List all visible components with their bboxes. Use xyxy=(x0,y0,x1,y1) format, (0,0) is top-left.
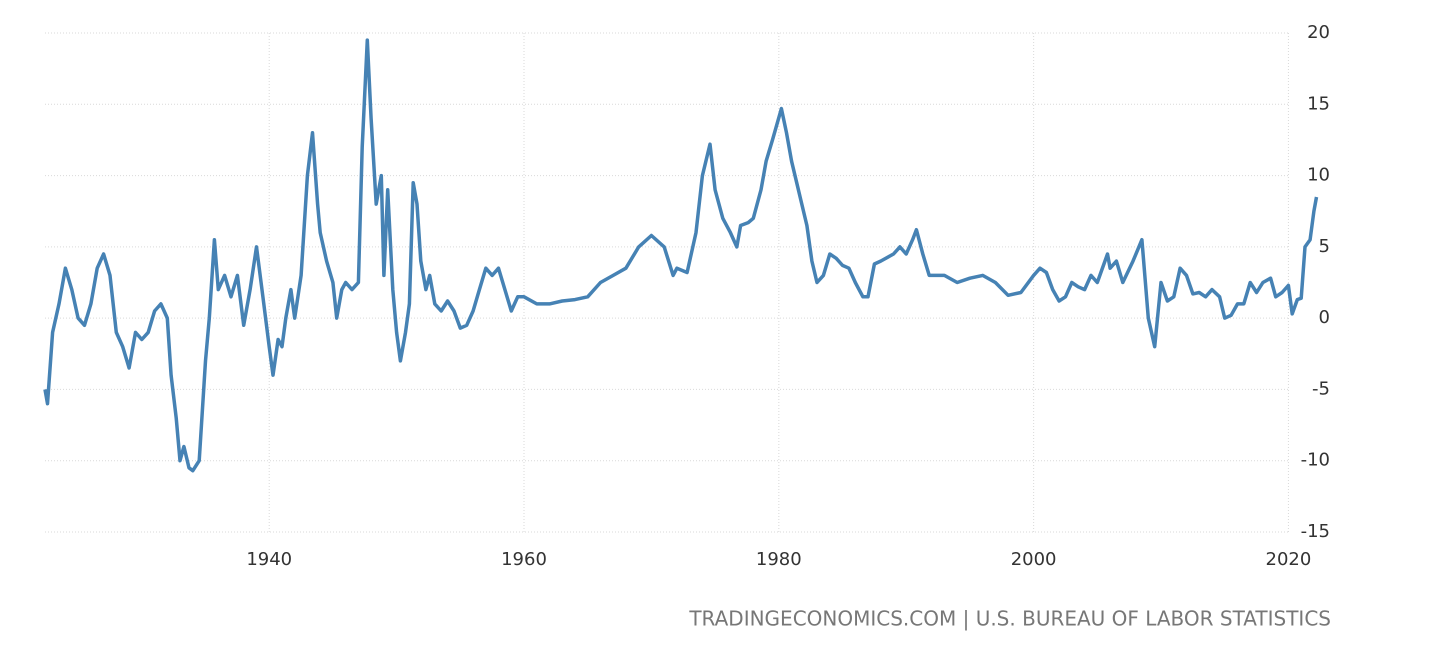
series-line xyxy=(43,38,1319,473)
x-tick-label: 1980 xyxy=(756,549,802,570)
y-tick-label: 20 xyxy=(1307,22,1330,43)
y-tick-label: -10 xyxy=(1301,450,1330,471)
source: TRADINGECONOMICS.COM | U.S. BUREAU OF LA… xyxy=(688,607,1331,631)
x-tick-label: 1960 xyxy=(501,549,547,570)
y-tick-label: -15 xyxy=(1301,521,1330,542)
x-tick-label: 2000 xyxy=(1011,549,1057,570)
y-tick-label: -5 xyxy=(1312,378,1330,399)
y-tick-label: 5 xyxy=(1319,236,1330,257)
x-tick-label: 1940 xyxy=(246,549,292,570)
x-tick-label: 2020 xyxy=(1266,549,1312,570)
y-tick-label: 10 xyxy=(1307,165,1330,186)
y-tick-label: 0 xyxy=(1319,307,1330,328)
y-tick-label: 15 xyxy=(1307,93,1330,114)
